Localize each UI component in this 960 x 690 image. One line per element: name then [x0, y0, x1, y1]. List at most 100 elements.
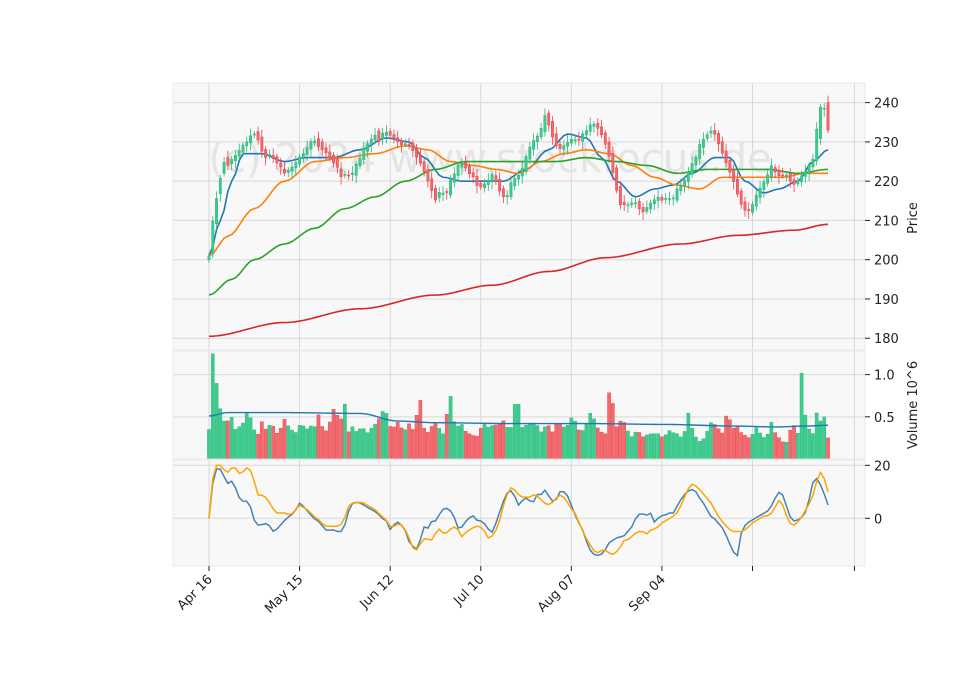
- volume-bar: [509, 427, 513, 459]
- volume-bar: [282, 419, 287, 459]
- candle-body: [524, 156, 528, 173]
- volume-bar: [690, 427, 694, 459]
- price-tick-label: 180: [874, 332, 899, 347]
- candle-body: [445, 191, 449, 193]
- candle-body: [803, 171, 807, 177]
- volume-bar: [278, 427, 283, 459]
- volume-bar: [682, 431, 687, 459]
- candle-body: [260, 136, 264, 152]
- candle-body: [294, 162, 298, 169]
- candle-body: [596, 123, 600, 129]
- candle-body: [418, 155, 422, 164]
- volume-bar: [588, 413, 593, 459]
- candle-body: [807, 165, 811, 174]
- volume-bar: [286, 425, 291, 459]
- candle-body: [751, 204, 754, 213]
- candle-body: [252, 133, 256, 136]
- volume-bar: [814, 412, 819, 459]
- candle-body: [728, 160, 732, 173]
- volume-bar: [350, 426, 355, 459]
- candle-body: [449, 179, 452, 196]
- volume-bar: [433, 422, 438, 459]
- candle-body: [286, 170, 290, 173]
- candle-body: [581, 133, 585, 142]
- candle-body: [490, 173, 494, 182]
- volume-bar: [678, 436, 683, 459]
- volume-bar: [592, 418, 596, 459]
- candle-body: [815, 128, 819, 161]
- candle-body: [494, 175, 498, 182]
- volume-bar: [543, 426, 547, 459]
- candle-body: [811, 158, 815, 168]
- candle-body: [437, 191, 441, 198]
- candle-body: [826, 102, 830, 131]
- candle-body: [464, 162, 468, 169]
- candle-body: [471, 172, 475, 178]
- volume-bar: [214, 383, 219, 459]
- volume-bar: [346, 431, 351, 459]
- date-tick-label: Aug 07: [535, 572, 578, 615]
- candle-body: [313, 140, 317, 144]
- candle-body: [509, 182, 513, 198]
- date-tick-label: May 15: [262, 572, 306, 616]
- candle-body: [430, 178, 434, 191]
- candle-body: [528, 146, 532, 160]
- candle-body: [766, 174, 770, 184]
- candle-body: [679, 185, 683, 192]
- volume-bar: [486, 426, 491, 459]
- candle-body: [788, 173, 792, 182]
- candle-body: [415, 148, 419, 158]
- candle-body: [660, 197, 664, 201]
- volume-bar: [629, 436, 634, 459]
- candle-body: [290, 166, 294, 172]
- candle-body: [513, 178, 517, 187]
- candle-body: [800, 175, 803, 183]
- candle-body: [781, 174, 785, 177]
- volume-bar: [750, 434, 755, 459]
- date-tick-label: Sep 04: [626, 572, 669, 615]
- volume-bar: [697, 441, 702, 459]
- volume-bar: [233, 429, 238, 459]
- volume-bar: [497, 423, 502, 459]
- candle-body: [396, 137, 400, 142]
- indicator-panel-background: [173, 460, 865, 566]
- candle-body: [245, 141, 249, 147]
- candle-body: [309, 141, 313, 150]
- volume-bar: [252, 429, 257, 459]
- panel-frame: [172, 459, 866, 567]
- candle-body: [675, 188, 679, 201]
- candle-body: [381, 132, 385, 140]
- candle-body: [486, 180, 490, 185]
- volume-bar: [765, 433, 770, 459]
- volume-bar: [256, 434, 260, 459]
- date-tick-label: Apr 16: [175, 572, 216, 613]
- candle-body: [603, 132, 607, 145]
- candle-body: [320, 141, 324, 150]
- candle-body: [758, 187, 762, 198]
- candle-body: [498, 179, 502, 192]
- candle-body: [501, 188, 505, 198]
- volume-bar: [248, 417, 253, 459]
- candle-body: [656, 196, 660, 201]
- volume-bar: [501, 420, 506, 459]
- volume-bar: [607, 392, 611, 459]
- candle-body: [698, 144, 702, 160]
- volume-bar: [743, 434, 747, 459]
- candle-body: [324, 147, 328, 153]
- volume-bar: [720, 432, 725, 459]
- candle-body: [264, 149, 268, 158]
- candle-body: [588, 124, 592, 132]
- volume-bar: [275, 433, 279, 459]
- candle-body: [585, 130, 588, 136]
- volume-bar: [327, 421, 332, 459]
- volume-bar: [792, 425, 796, 459]
- volume-bar: [648, 433, 653, 459]
- volume-bar: [422, 427, 426, 459]
- volume-tick-label: 1.0: [874, 369, 895, 384]
- candle-body: [475, 175, 479, 186]
- candle-body: [301, 153, 305, 159]
- volume-bar: [614, 426, 619, 459]
- candle-body: [517, 175, 520, 180]
- volume-bar: [773, 432, 777, 459]
- volume-bar: [550, 431, 555, 459]
